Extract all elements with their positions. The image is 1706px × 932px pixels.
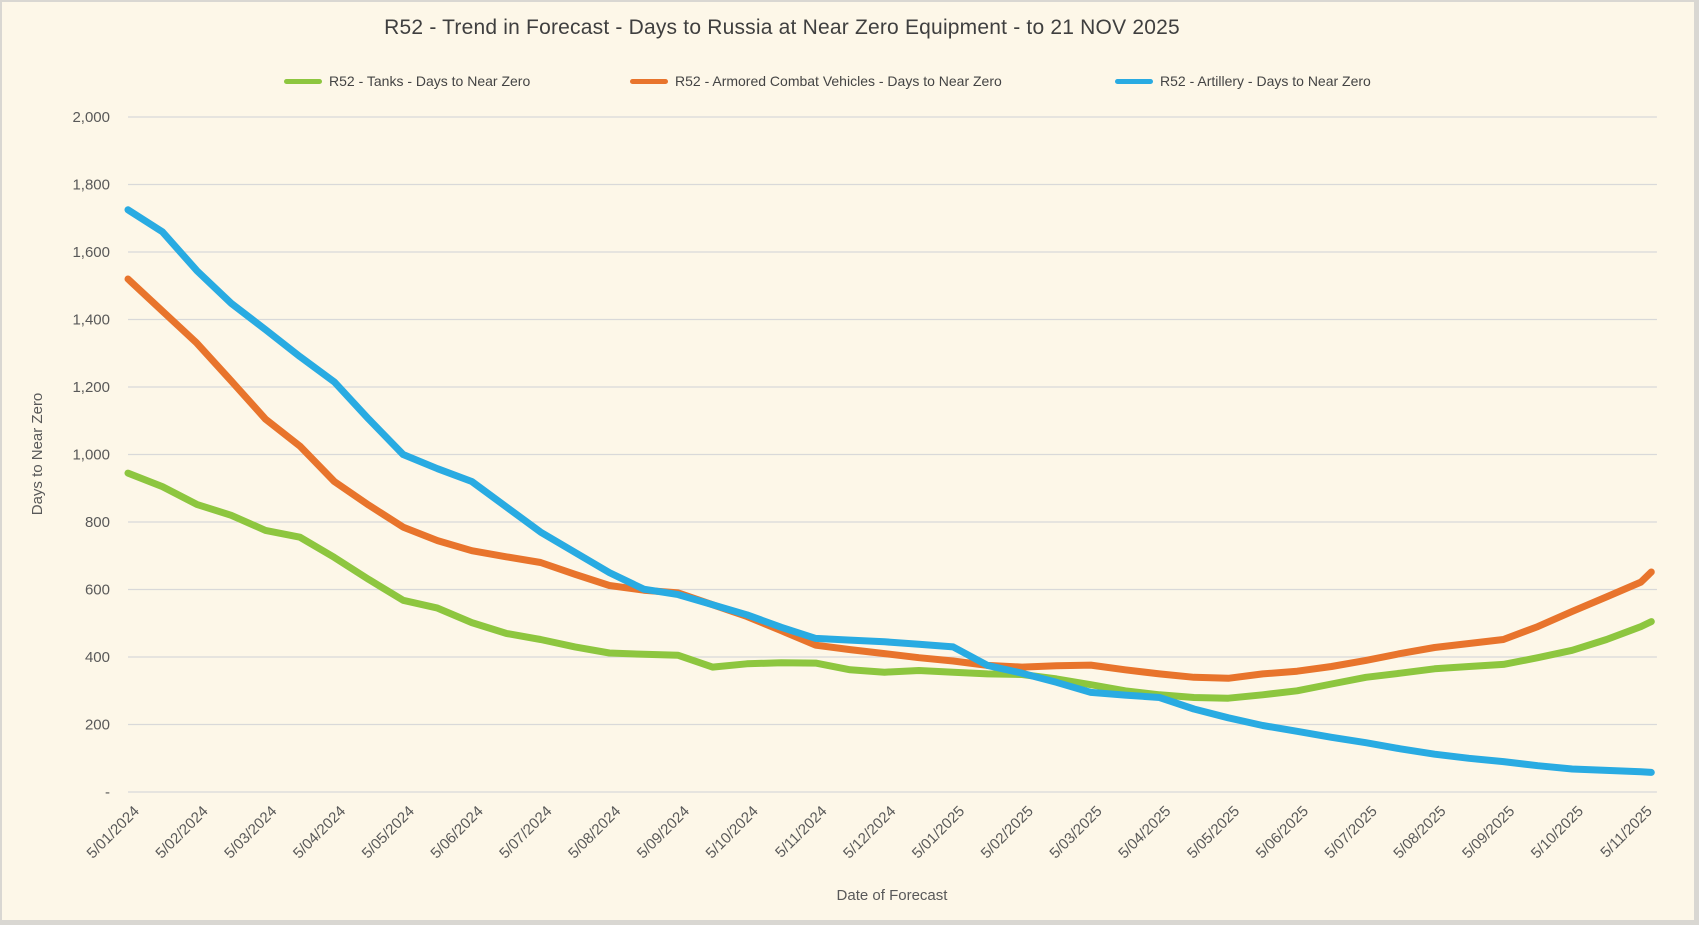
x-tick-label: 5/03/2024 <box>221 803 280 862</box>
x-tick-label: 5/09/2025 <box>1459 803 1518 862</box>
x-tick-label: 5/02/2025 <box>978 803 1037 862</box>
y-tick-label: 1,600 <box>72 244 110 261</box>
x-tick-label: 5/01/2025 <box>909 803 968 862</box>
acv-line-swatch-icon <box>630 78 668 84</box>
x-tick-label: 5/07/2025 <box>1321 803 1380 862</box>
x-tick-label: 5/05/2024 <box>359 803 418 862</box>
x-tick-label: 5/02/2024 <box>152 803 211 862</box>
x-tick-label: 5/07/2024 <box>496 803 555 862</box>
y-tick-label: - <box>105 784 110 801</box>
y-tick-label: 1,000 <box>72 447 110 464</box>
series-lines <box>124 206 1655 776</box>
x-tick-label: 5/06/2025 <box>1253 803 1312 862</box>
legend-item-artillery: R52 - Artillery - Days to Near Zero <box>1115 72 1371 90</box>
legend-item-armored-combat-vehicles: R52 - Armored Combat Vehicles - Days to … <box>630 72 1002 90</box>
x-tick-label: 5/09/2024 <box>634 803 693 862</box>
y-axis-tick-labels: - 200 400 600 800 1,000 1,200 1,400 1,600 1,800 2,… <box>72 109 110 801</box>
x-axis-tick-labels: 5/01/2024 5/02/2024 5/03/2024 5/04/2024 5/05… <box>84 803 1656 862</box>
y-tick-label: 1,800 <box>72 177 110 194</box>
series-line-armored-combat-vehicles <box>124 275 1655 682</box>
y-tick-label: 600 <box>85 582 110 599</box>
y-axis-title: Days to Near Zero <box>29 393 46 516</box>
x-axis-title: Date of Forecast <box>837 887 949 904</box>
artillery-line-swatch-icon <box>1115 78 1153 84</box>
x-tick-label: 5/08/2025 <box>1390 803 1449 862</box>
x-tick-label: 5/06/2024 <box>427 803 486 862</box>
x-tick-label: 5/11/2025 <box>1597 803 1655 861</box>
y-tick-label: 800 <box>85 514 110 531</box>
legend-label-acv: R52 - Armored Combat Vehicles - Days to … <box>675 73 1002 89</box>
x-tick-label: 5/05/2025 <box>1184 803 1243 862</box>
y-tick-label: 2,000 <box>72 109 110 126</box>
x-tick-label: 5/04/2024 <box>290 803 349 862</box>
legend-label-artillery: R52 - Artillery - Days to Near Zero <box>1160 73 1371 89</box>
legend-label-tanks: R52 - Tanks - Days to Near Zero <box>329 73 531 89</box>
series-line-tanks <box>124 469 1655 702</box>
series-line-artillery <box>124 206 1655 776</box>
legend: R52 - Tanks - Days to Near Zero R52 - Ar… <box>2 72 1694 90</box>
y-tick-label: 400 <box>85 649 110 666</box>
x-tick-label: 5/08/2024 <box>565 803 624 862</box>
x-tick-label: 5/01/2024 <box>84 803 143 862</box>
x-tick-label: 5/11/2024 <box>772 803 830 861</box>
tanks-line-swatch-icon <box>284 78 322 84</box>
y-tick-label: 1,400 <box>72 312 110 329</box>
x-tick-label: 5/10/2024 <box>703 803 762 862</box>
gridlines <box>128 116 1657 793</box>
y-tick-label: 1,200 <box>72 379 110 396</box>
x-tick-label: 5/12/2024 <box>840 803 899 862</box>
legend-item-tanks: R52 - Tanks - Days to Near Zero <box>284 72 530 90</box>
x-tick-label: 5/10/2025 <box>1528 803 1587 862</box>
x-tick-label: 5/03/2025 <box>1046 803 1105 862</box>
y-tick-label: 200 <box>85 717 110 734</box>
chart-title: R52 - Trend in Forecast - Days to Russia… <box>384 16 1180 39</box>
x-tick-label: 5/04/2025 <box>1115 803 1174 862</box>
